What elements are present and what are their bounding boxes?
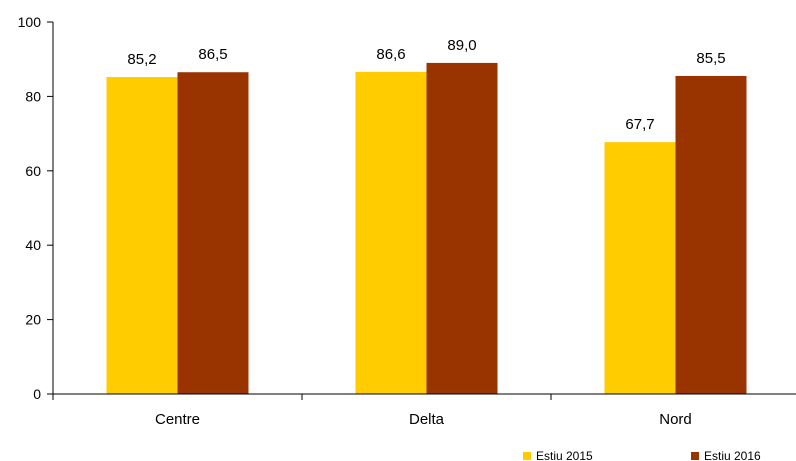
y-tick-label-80: 80	[25, 88, 41, 104]
bar-delta-estiu-2015	[355, 71, 427, 395]
data-label-centre-estiu-2016: 86,5	[198, 46, 227, 63]
y-tick-label-60: 60	[25, 163, 41, 179]
x-tick-label-centre: Centre	[155, 411, 200, 428]
data-label-centre-estiu-2015: 85,2	[127, 51, 156, 68]
bar-delta-estiu-2016	[426, 62, 498, 395]
legend-label-estiu-2016: Estiu 2016	[704, 449, 761, 461]
y-axis-ticks: 0 20 40 60 80 100	[18, 14, 53, 402]
legend-label-estiu-2015: Estiu 2015	[536, 449, 593, 461]
x-tick-label-delta: Delta	[409, 411, 445, 428]
bar-nord-estiu-2015	[604, 142, 676, 394]
x-axis-ticks: Centre Delta Nord	[155, 394, 692, 428]
bar-centre-estiu-2016	[177, 72, 249, 394]
y-tick-label-20: 20	[25, 312, 41, 328]
legend-swatch-estiu-2015	[523, 452, 531, 460]
data-label-nord-estiu-2015: 67,7	[625, 116, 654, 133]
data-labels: 85,2 86,5 86,6 89,0 67,7 85,5	[127, 37, 725, 133]
data-label-delta-estiu-2015: 86,6	[376, 46, 405, 63]
y-tick-label-40: 40	[25, 237, 41, 253]
legend: Estiu 2015 Estiu 2016	[523, 449, 761, 461]
y-tick-label-0: 0	[33, 386, 41, 402]
legend-swatch-estiu-2016	[691, 452, 699, 460]
data-label-delta-estiu-2016: 89,0	[447, 37, 476, 54]
bar-centre-estiu-2015	[106, 77, 178, 394]
bar-nord-estiu-2016	[675, 75, 747, 394]
y-tick-label-100: 100	[18, 14, 42, 30]
bars	[106, 62, 747, 395]
plot-area: 85,2 86,5 86,6 89,0 67,7 85,5 0 20 40 60 80 100 Ce…	[18, 14, 796, 428]
x-tick-label-nord: Nord	[659, 411, 692, 428]
data-label-nord-estiu-2016: 85,5	[696, 50, 725, 67]
